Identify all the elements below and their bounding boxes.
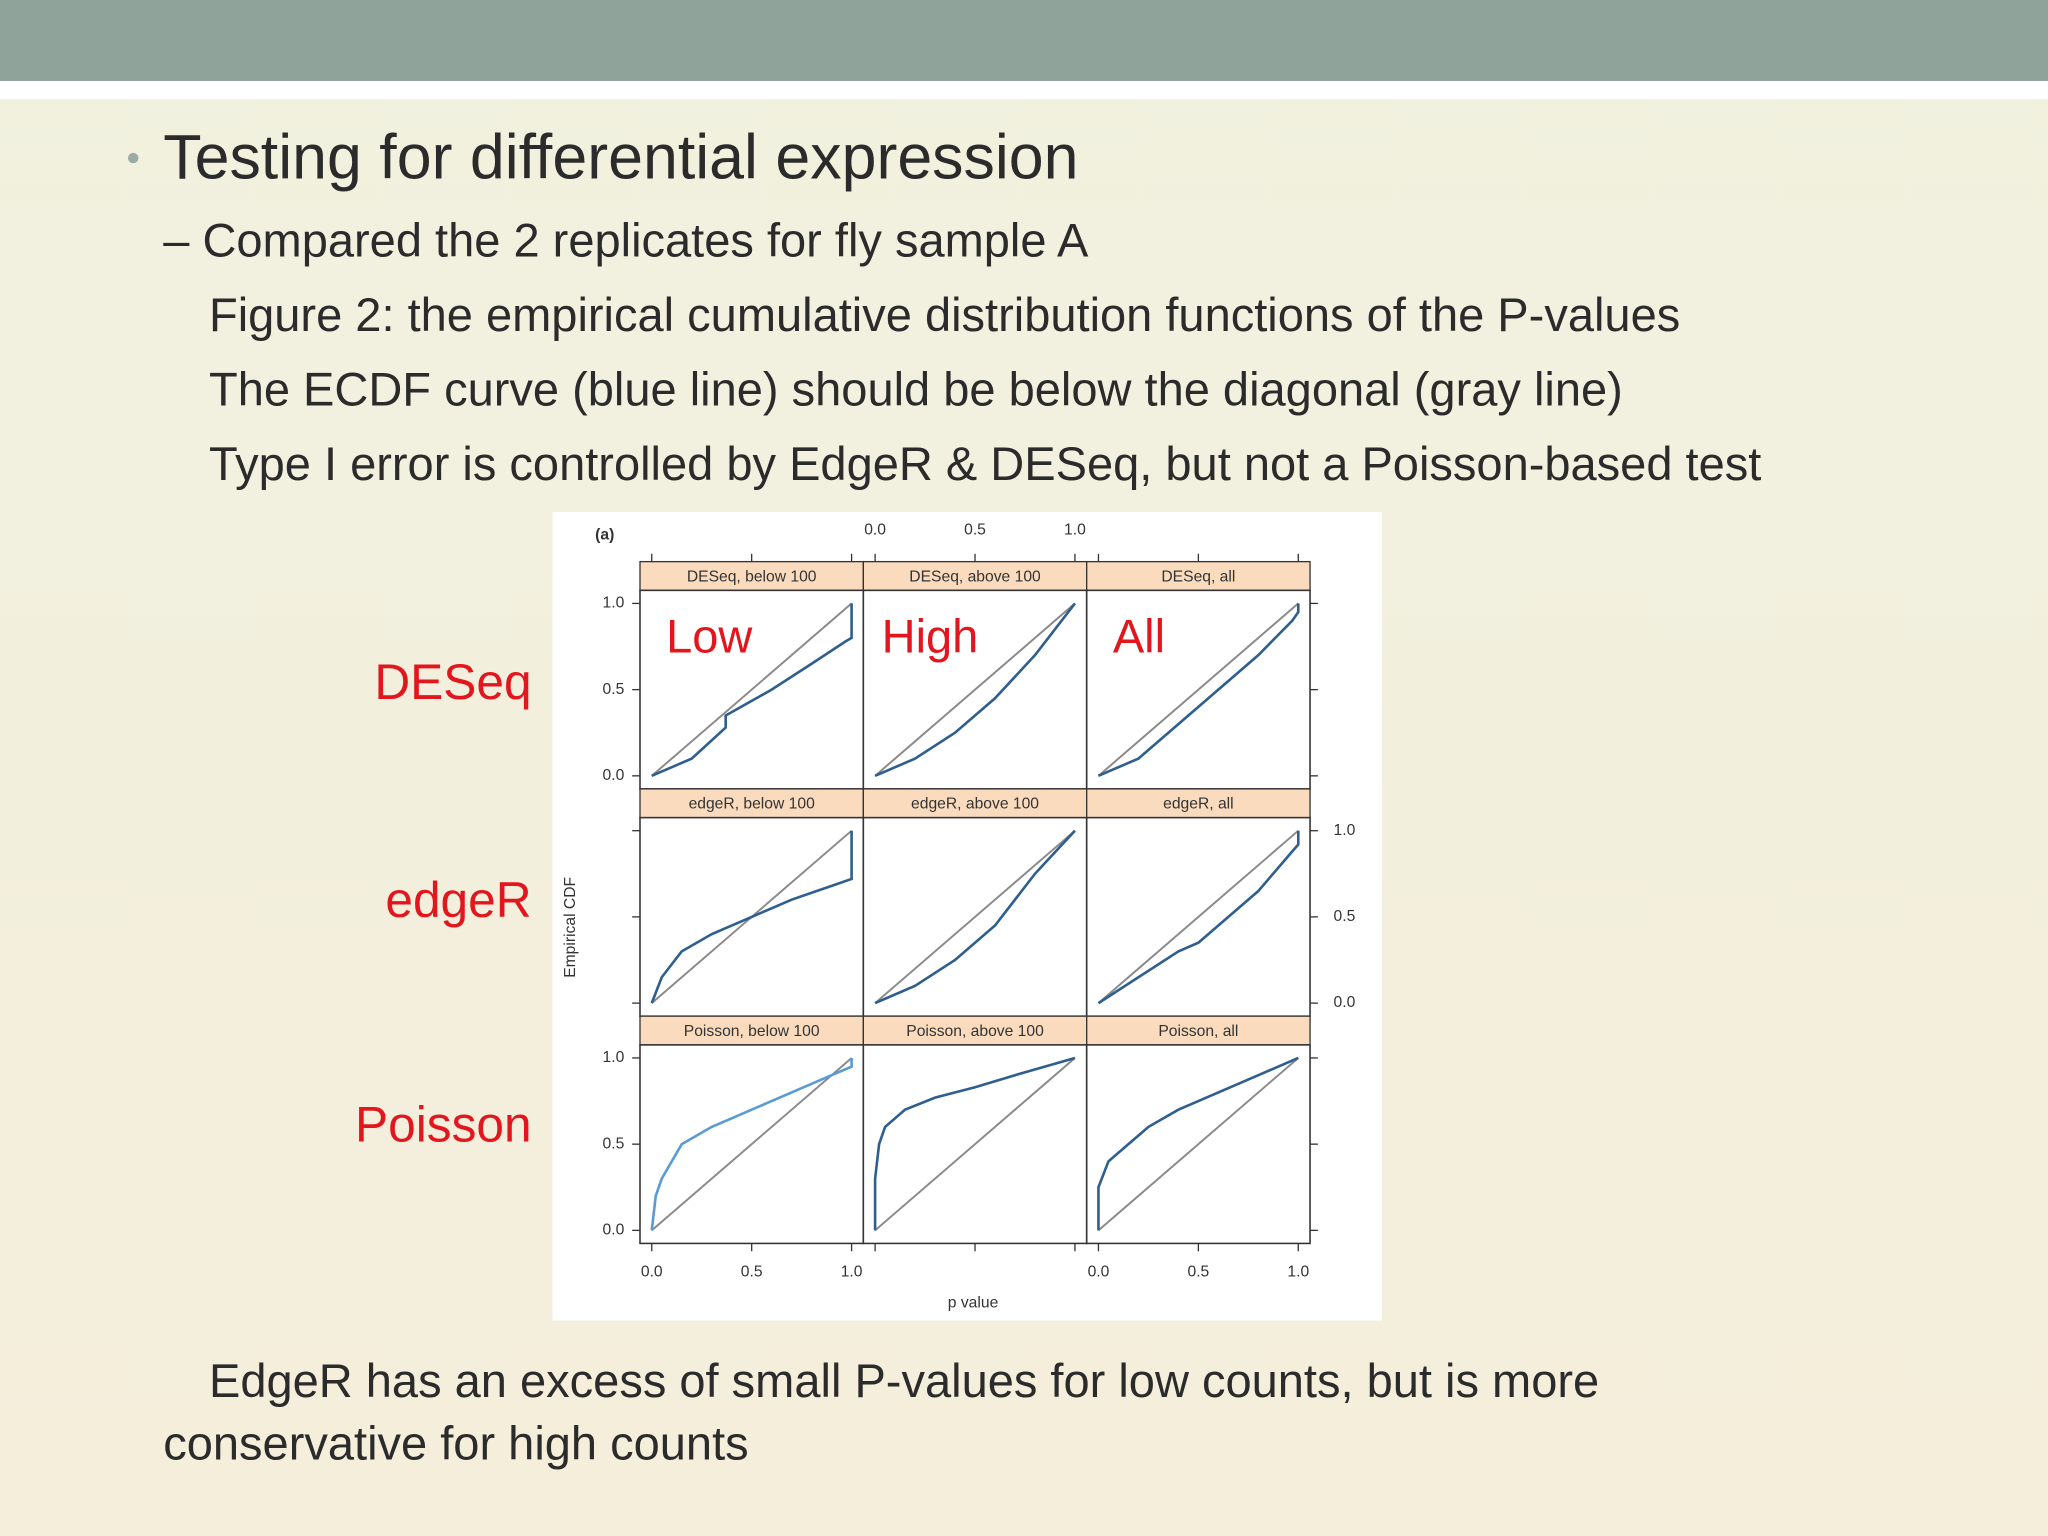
- header-bar: [0, 0, 2048, 81]
- y-tick-label: 1.0: [1334, 822, 1356, 839]
- panel-label: (a): [595, 527, 614, 544]
- row-annotation: DESeq: [374, 654, 531, 710]
- x-tick-label: 0.0: [864, 521, 886, 538]
- x-tick-label: 0.5: [741, 1263, 763, 1280]
- diagonal: [651, 1057, 853, 1232]
- sub-bullet: – Compared the 2 replicates for fly samp…: [163, 214, 1089, 267]
- diagonal: [1097, 1057, 1299, 1232]
- strip-title: edgeR, below 100: [689, 796, 816, 813]
- strip-title: DESeq, below 100: [687, 568, 817, 585]
- strip-title: Poisson, below 100: [684, 1023, 820, 1040]
- header-stripe: [0, 80, 2048, 100]
- text-line: The ECDF curve (blue line) should be bel…: [209, 363, 1623, 416]
- diagonal: [1097, 829, 1299, 1004]
- ecdf-line: [650, 830, 853, 1004]
- x-tick-label: 0.5: [964, 521, 986, 538]
- x-tick-label: 0.0: [641, 1263, 663, 1280]
- y-tick-label: 0.0: [1334, 994, 1356, 1011]
- ecdf-line: [874, 602, 1076, 778]
- row-annotation: edgeR: [385, 872, 531, 928]
- ecdf-line: [1097, 603, 1300, 778]
- bullet: Testing for differential expression: [163, 123, 1078, 193]
- y-tick-label: 0.0: [603, 1222, 625, 1239]
- x-tick-label: 1.0: [841, 1263, 863, 1280]
- strip-title: Poisson, all: [1158, 1023, 1238, 1040]
- strip: [1086, 788, 1311, 819]
- strip: [639, 1015, 864, 1046]
- strip-title: Poisson, above 100: [906, 1023, 1044, 1040]
- y-tick-label: 0.0: [603, 767, 625, 784]
- diagonal: [874, 829, 1076, 1004]
- strip-title: edgeR, all: [1163, 796, 1234, 813]
- conclusion-line: EdgeR has an excess of small P-values fo…: [209, 1354, 1599, 1407]
- ecdf-line: [650, 1057, 853, 1231]
- x-tick-label: 0.0: [1088, 1263, 1110, 1280]
- y-tick-label: 0.5: [603, 1135, 625, 1152]
- y-tick-label: 0.5: [603, 681, 625, 698]
- diagonal: [874, 602, 1076, 777]
- column-annotation: High: [882, 609, 979, 662]
- row-annotation: Poisson: [355, 1097, 532, 1153]
- ecdf-line: [1097, 1056, 1299, 1231]
- column-annotation: All: [1113, 609, 1165, 662]
- y-axis-label: Empirical CDF: [562, 877, 579, 978]
- x-tick-label: 1.0: [1287, 1263, 1309, 1280]
- strip: [639, 788, 864, 819]
- strip-title: DESeq, all: [1161, 568, 1235, 585]
- x-tick-label: 0.5: [1187, 1263, 1209, 1280]
- y-tick-label: 1.0: [603, 595, 625, 612]
- diagonal: [651, 602, 853, 777]
- x-axis-label: p value: [948, 1295, 999, 1312]
- ecdf-line: [874, 829, 1076, 1005]
- y-tick-label: 1.0: [603, 1049, 625, 1066]
- strip-title: DESeq, above 100: [909, 568, 1041, 585]
- ecdf-line: [873, 1056, 1076, 1231]
- ecdf-line: [1097, 830, 1300, 1005]
- diagonal: [874, 1057, 1076, 1232]
- text-line: Type I error is controlled by EdgeR & DE…: [209, 437, 1761, 490]
- diagonal: [1097, 602, 1299, 777]
- column-annotation: Low: [666, 609, 753, 662]
- figure: DESeq, below 100 DESeq, above 100 DESeq, a…: [562, 521, 1356, 1311]
- bullet-dot: [128, 152, 139, 164]
- strip: [1086, 560, 1311, 592]
- x-tick-label: 1.0: [1064, 521, 1086, 538]
- strip-title: edgeR, above 100: [911, 796, 1039, 813]
- text-line: Figure 2: the empirical cumulative distr…: [209, 288, 1680, 341]
- y-tick-label: 0.5: [1334, 908, 1356, 925]
- conclusion-line: conservative for high counts: [163, 1417, 748, 1470]
- ecdf-line: [651, 603, 853, 778]
